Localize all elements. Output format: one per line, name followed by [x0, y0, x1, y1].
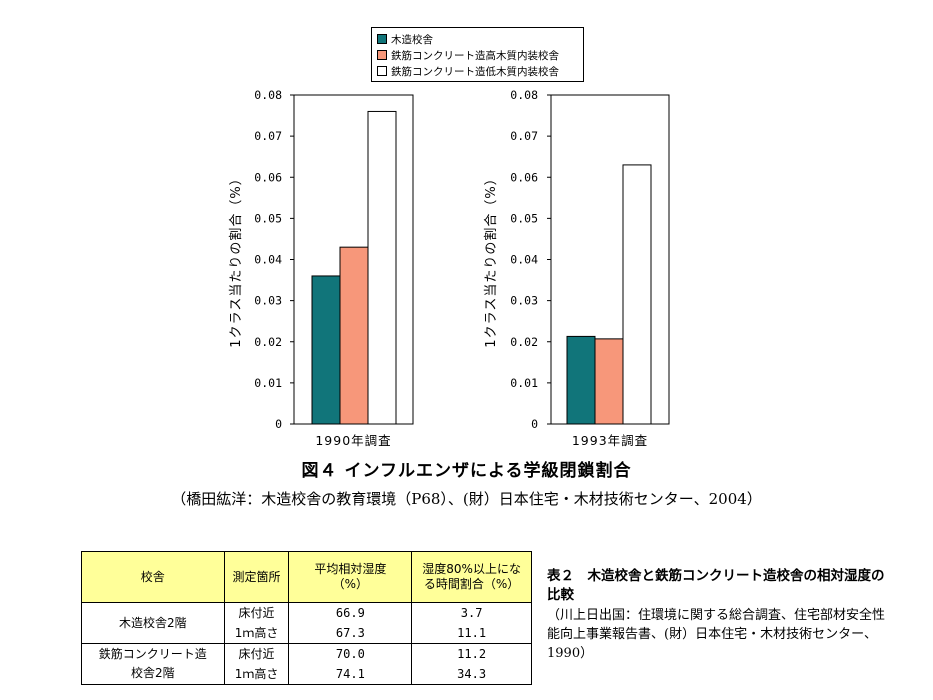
header-humidity: 平均相対湿度 （%）: [288, 551, 413, 603]
table-row: 木造校舎2階 床付近 66.9 3.7: [81, 602, 532, 644]
header-building: 校舎: [81, 551, 225, 603]
y-tick-label: 0.07: [254, 129, 282, 143]
group-name: 木造校舎2階: [118, 615, 187, 630]
header-building-label: 校舎: [140, 569, 165, 584]
group-name: 鉄筋コンクリート造 校舎2階: [98, 647, 207, 680]
legend-label: 木造校舎: [391, 33, 433, 46]
y-tick-label: 0.02: [254, 335, 282, 349]
y-tick-label: 0.05: [254, 211, 282, 225]
table-caption: 表２ 木造校舎と鉄筋コンクリート造校舎の相対湿度の比較 （川上日出国：住環境に関…: [547, 567, 887, 663]
location-cell: 床付近: [223, 602, 290, 623]
legend-swatch: [377, 50, 387, 60]
y-tick-label: 0.03: [254, 294, 282, 308]
header-humidity-label: 平均相対湿度 （%）: [314, 562, 387, 591]
ratio-cell: 11.2: [411, 643, 532, 664]
bar: [311, 275, 341, 425]
group-name-cell: 木造校舎2階: [81, 602, 225, 644]
humidity-cell: 74.1: [288, 664, 413, 685]
location-cell: 床付近: [223, 643, 290, 664]
humidity-table: 校舎 測定箇所 平均相対湿度 （%） 湿度80%以上にな る時間割合（%） 木造校舎…: [81, 551, 532, 685]
figure-source: （橋田紘洋：木造校舎の教育環境（P68）、(財）日本住宅・木材技術センター、20…: [171, 490, 762, 508]
header-ratio: 湿度80%以上にな る時間割合（%）: [411, 551, 532, 603]
ratio-cell: 3.7: [411, 602, 532, 623]
legend-item: 鉄筋コンクリート造低木質内装校舎: [377, 63, 579, 79]
y-tick-label: 0.01: [254, 376, 282, 390]
header-location: 測定箇所: [223, 551, 290, 603]
humidity-cell: 70.0: [288, 643, 413, 664]
location-cell: 1ｍ高さ: [223, 664, 290, 685]
table-row: 1ｍ高さ 74.1 34.3: [82, 664, 532, 685]
y-tick-label: 0.04: [254, 253, 282, 267]
ratio-cell: 11.1: [411, 623, 532, 644]
y-tick-label: 0.08: [254, 88, 282, 102]
table-caption-source: （川上日出国：住環境に関する総合調査、住宅部材安全性能向上事業報告書、(財）日本…: [547, 608, 886, 661]
legend-label: 鉄筋コンクリート造高木質内装校舎: [391, 49, 559, 62]
table-header-row: 校舎 測定箇所 平均相対湿度 （%） 湿度80%以上にな る時間割合（%）: [81, 551, 532, 603]
legend-swatch: [377, 34, 387, 44]
humidity-cell: 67.3: [288, 623, 413, 644]
legend-item: 木造校舎: [377, 31, 579, 47]
bar: [367, 110, 397, 425]
table-caption-title: 表２ 木造校舎と鉄筋コンクリート造校舎の相対湿度の比較: [547, 568, 885, 603]
bar: [339, 246, 369, 425]
group-name-cell: 鉄筋コンクリート造 校舎2階: [81, 643, 225, 685]
location-cell: 1ｍ高さ: [223, 623, 290, 644]
figure-caption: 図４ インフルエンザによる学級閉鎖割合: [301, 461, 632, 481]
y-tick-label: 0.06: [254, 170, 282, 184]
legend-item: 鉄筋コンクリート造高木質内装校舎: [377, 47, 579, 63]
table-row: 鉄筋コンクリート造 校舎2階 床付近 70.0 11.2: [81, 643, 532, 685]
ratio-cell: 34.3: [411, 664, 532, 685]
header-location-label: 測定箇所: [232, 569, 281, 584]
header-ratio-label: 湿度80%以上にな る時間割合（%）: [422, 562, 521, 591]
legend-swatch: [377, 66, 387, 76]
x-axis-label: 1990年調査: [315, 433, 391, 448]
legend-label: 鉄筋コンクリート造低木質内装校舎: [391, 65, 559, 78]
table-row: 1ｍ高さ 67.3 11.1: [82, 623, 532, 644]
chart-legend: 木造校舎鉄筋コンクリート造高木質内装校舎 鉄筋コンクリート造低木質内装校舎: [371, 27, 584, 82]
y-tick-label: 0: [275, 417, 282, 431]
humidity-cell: 66.9: [288, 602, 413, 623]
y-axis-label: 1クラス当たりの割合（%）: [228, 171, 244, 347]
